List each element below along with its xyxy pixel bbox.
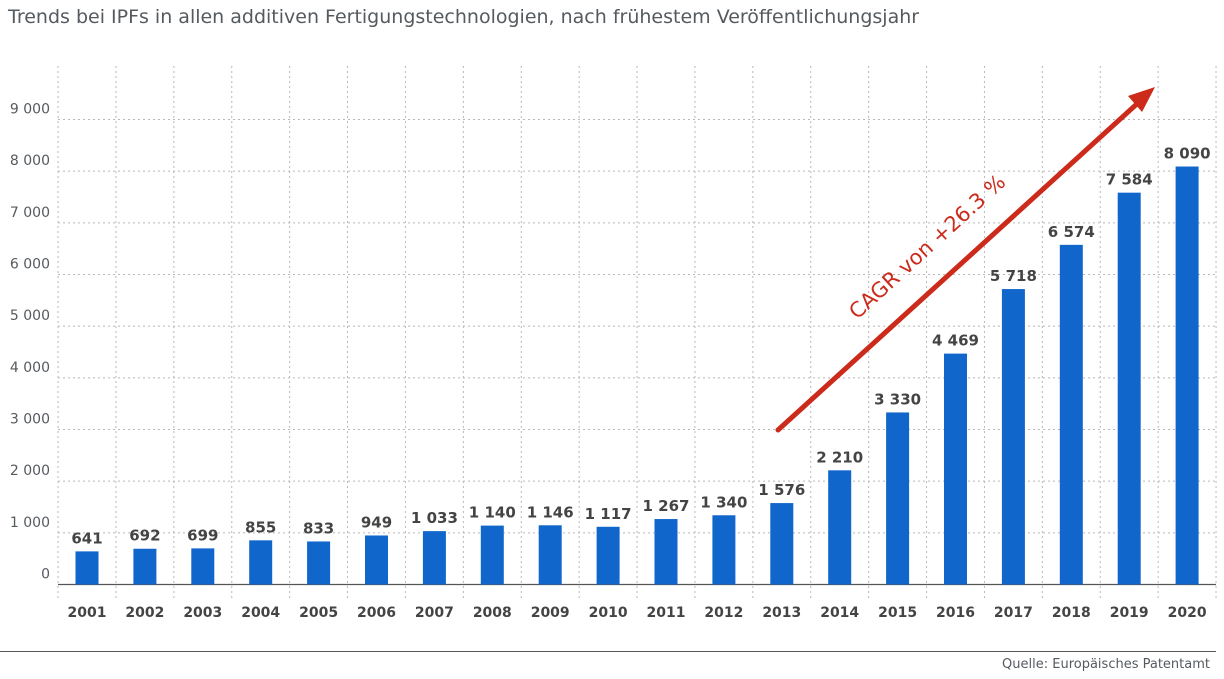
- bar-2006: [365, 535, 388, 585]
- bar-2001: [75, 551, 99, 585]
- y-tick-label: 3 000: [10, 412, 50, 428]
- bar-2008: [480, 525, 504, 585]
- value-label-2020: 8 090: [1164, 145, 1211, 163]
- bar-2014: [828, 470, 852, 585]
- bottom-divider: [0, 651, 1216, 652]
- bar-2018: [1059, 244, 1083, 585]
- x-tick-label: 2002: [125, 605, 164, 621]
- value-label-2017: 5 718: [990, 267, 1037, 285]
- cagr-annotation: CAGR von +26.3 %: [844, 170, 1010, 324]
- x-tick-label: 2016: [936, 605, 975, 621]
- bar-2012: [712, 515, 736, 585]
- value-label-2006: 949: [361, 513, 392, 531]
- value-label-2004: 855: [245, 518, 276, 536]
- value-label-2003: 699: [187, 526, 218, 544]
- x-tick-label: 2013: [762, 605, 801, 621]
- bar-2015: [886, 412, 910, 585]
- value-label-2008: 1 140: [469, 504, 516, 522]
- x-tick-label: 2008: [473, 605, 512, 621]
- y-tick-label: 2 000: [10, 463, 50, 479]
- value-label-2009: 1 146: [527, 503, 574, 521]
- bar-2013: [770, 503, 794, 585]
- x-tick-label: 2020: [1168, 605, 1207, 621]
- x-tick-label: 2012: [704, 605, 743, 621]
- bar-2009: [538, 525, 562, 585]
- y-tick-label: 1 000: [10, 515, 50, 531]
- bar-2003: [191, 548, 215, 585]
- x-tick-label: 2009: [531, 605, 570, 621]
- bar-2010: [596, 526, 620, 585]
- y-tick-label: 8 000: [10, 153, 50, 169]
- x-tick-label: 2011: [647, 605, 686, 621]
- y-tick-label: 9 000: [10, 102, 50, 118]
- x-tick-label: 2017: [994, 605, 1033, 621]
- value-label-2002: 692: [129, 527, 160, 545]
- x-tick-label: 2014: [820, 605, 859, 621]
- value-label-2018: 6 574: [1048, 223, 1095, 241]
- x-tick-label: 2003: [183, 605, 222, 621]
- x-tick-label: 2018: [1052, 605, 1091, 621]
- bar-2005: [307, 541, 331, 585]
- value-label-2001: 641: [71, 529, 102, 547]
- bar-2011: [654, 519, 678, 585]
- x-tick-label: 2005: [299, 605, 338, 621]
- y-tick-label: 7 000: [10, 205, 50, 221]
- value-label-2016: 4 469: [932, 332, 979, 350]
- value-label-2005: 833: [303, 519, 334, 537]
- value-label-2007: 1 033: [411, 509, 458, 527]
- bar-2016: [944, 353, 967, 585]
- bar-2020: [1175, 166, 1199, 585]
- y-tick-label: 4 000: [10, 360, 50, 376]
- value-label-2015: 3 330: [874, 390, 921, 408]
- trend-arrow-shaft: [775, 99, 1142, 433]
- value-label-2019: 7 584: [1106, 171, 1153, 189]
- x-tick-label: 2001: [68, 605, 107, 621]
- y-tick-label: 6 000: [10, 257, 50, 273]
- value-label-2011: 1 267: [643, 497, 690, 515]
- x-tick-label: 2006: [357, 605, 396, 621]
- x-tick-label: 2004: [241, 605, 280, 621]
- bar-2019: [1117, 192, 1141, 585]
- value-label-2014: 2 210: [816, 448, 863, 466]
- x-tick-label: 2007: [415, 605, 454, 621]
- bar-2004: [249, 540, 273, 585]
- bar-2017: [1001, 289, 1025, 585]
- chart-title: Trends bei IPFs in allen additiven Ferti…: [8, 6, 920, 28]
- bar-2002: [133, 548, 157, 585]
- x-tick-label: 2015: [878, 605, 917, 621]
- value-label-2013: 1 576: [758, 481, 805, 499]
- x-tick-label: 2019: [1110, 605, 1149, 621]
- y-tick-label: 5 000: [10, 308, 50, 324]
- value-label-2010: 1 117: [585, 505, 632, 523]
- trend-arrow-head: [1128, 87, 1155, 112]
- value-label-2012: 1 340: [700, 493, 747, 511]
- bar-2007: [422, 531, 446, 585]
- source-note: Quelle: Europäisches Patentamt: [1002, 657, 1210, 672]
- x-tick-label: 2010: [589, 605, 628, 621]
- y-tick-label: 0: [41, 567, 50, 583]
